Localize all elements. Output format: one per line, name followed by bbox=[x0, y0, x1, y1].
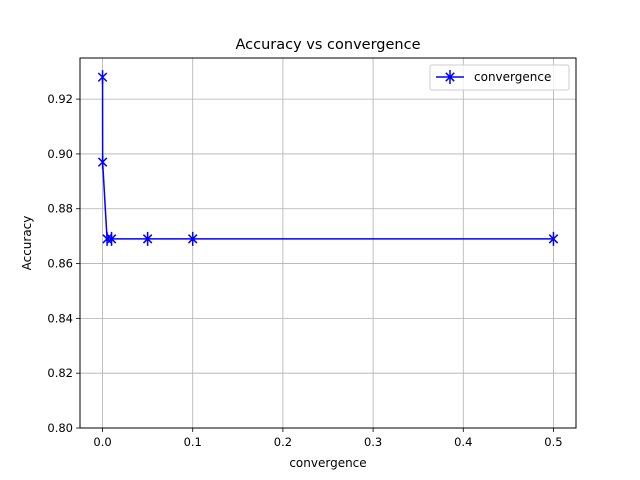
y-tick-label: 0.90 bbox=[47, 147, 73, 161]
legend: convergence bbox=[429, 64, 570, 91]
data-point bbox=[142, 231, 153, 246]
y-tick-label: 0.88 bbox=[47, 202, 73, 216]
x-tick-label: 0.1 bbox=[184, 435, 202, 449]
data-point bbox=[445, 70, 455, 84]
data-point bbox=[97, 70, 108, 85]
x-tick-label: 0.3 bbox=[364, 435, 382, 449]
data-point bbox=[97, 155, 108, 170]
grid bbox=[80, 58, 576, 429]
data-point bbox=[106, 231, 117, 246]
x-tick-label: 0.4 bbox=[454, 435, 472, 449]
axis-ticks: 0.0 0.1 0.2 0.3 0.4 0.5 0.80 0.82 0.84 0.86 0.88 0.… bbox=[47, 92, 562, 449]
data-point bbox=[187, 231, 198, 246]
legend-label: convergence bbox=[474, 70, 551, 84]
x-tick-label: 0.0 bbox=[93, 435, 111, 449]
y-axis-label: Accuracy bbox=[20, 216, 34, 271]
data-point bbox=[548, 231, 559, 246]
x-axis-label: convergence bbox=[289, 456, 366, 470]
y-tick-label: 0.86 bbox=[47, 257, 73, 271]
y-tick-label: 0.80 bbox=[47, 421, 73, 435]
plot-frame bbox=[79, 57, 577, 429]
series-line bbox=[101, 77, 554, 240]
series-layer bbox=[97, 70, 559, 246]
y-tick-label: 0.82 bbox=[47, 366, 73, 380]
x-tick-label: 0.2 bbox=[274, 435, 292, 449]
legend-marker bbox=[445, 70, 455, 84]
legend-box bbox=[429, 64, 570, 91]
y-tick-label: 0.84 bbox=[47, 311, 73, 325]
data-point bbox=[102, 231, 112, 246]
chart-title: Accuracy vs convergence bbox=[235, 37, 420, 53]
y-tick-label: 0.92 bbox=[47, 92, 73, 106]
x-tick-label: 0.5 bbox=[544, 435, 562, 449]
